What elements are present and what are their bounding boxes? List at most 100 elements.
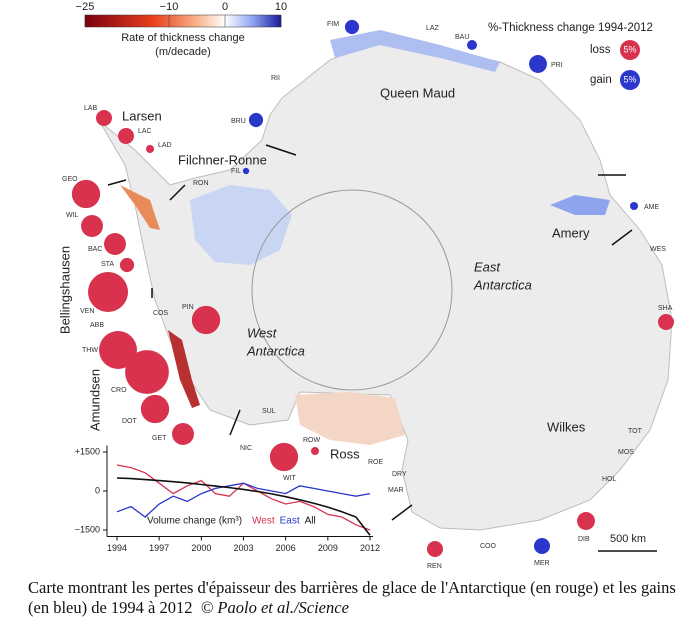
shelf-circle <box>269 442 299 472</box>
shelf-label: STA <box>101 261 114 268</box>
region-label: Amery <box>552 225 590 240</box>
shelf-circle <box>534 538 550 554</box>
shelf-circle <box>99 331 137 369</box>
shelf-circle <box>427 541 443 557</box>
shelf-label: CRO <box>111 387 127 394</box>
y-tick-label: −1500 <box>75 524 100 534</box>
shelf-label: BAU <box>455 34 469 41</box>
peninsula-coast <box>120 185 160 230</box>
legend-loss-label: loss <box>590 44 611 56</box>
shelf-circle <box>311 447 319 455</box>
shelf-circle <box>119 257 135 273</box>
shelf-circle <box>71 179 101 209</box>
shelf-circle <box>658 314 674 330</box>
region-label: Bellingshausen <box>57 246 72 334</box>
x-tick-label: 1994 <box>107 543 127 553</box>
colorbar <box>84 14 282 28</box>
pole-circle <box>251 189 453 391</box>
shelf-label: PIN <box>182 304 194 311</box>
shelf-circle <box>630 202 638 210</box>
shelf-circle <box>125 350 169 394</box>
legend-gain-value: 5% <box>623 74 636 84</box>
shelf-circle <box>88 272 128 312</box>
shelf-label: REN <box>427 563 442 570</box>
x-tick-label: 2000 <box>191 543 211 553</box>
shelf-label: TOT <box>628 428 643 435</box>
x-tick-label: 1997 <box>149 543 169 553</box>
x-tick-label: 2012 <box>360 543 380 553</box>
shelf-circle <box>577 512 595 530</box>
colorbar-tick-label: −10 <box>160 1 179 13</box>
amery-shelf <box>550 195 610 215</box>
shelf-label: ROE <box>368 459 384 466</box>
region-label: Amundsen <box>87 369 102 431</box>
shelf-circle <box>467 40 477 50</box>
shelf-label: LAC <box>138 128 152 135</box>
shelf-label: LAZ <box>426 25 440 32</box>
shelf-label: DRY <box>392 471 407 478</box>
y-tick-label: 0 <box>95 485 100 495</box>
colorbar-tick-label: 10 <box>275 1 287 13</box>
shelf-label: NIC <box>240 445 252 452</box>
x-tick-label: 2006 <box>276 543 296 553</box>
shelf-label: ROW <box>303 437 321 444</box>
region-label: Ross <box>330 446 360 461</box>
shelf-circle <box>529 55 547 73</box>
shelf-label: BRU <box>231 118 246 125</box>
shelf-label: DIB <box>578 536 590 543</box>
shelf-label: FIM <box>327 21 339 28</box>
series-line <box>116 482 371 518</box>
shelf-label: PRI <box>551 62 563 69</box>
shelf-circle <box>81 215 103 237</box>
shelf-label: WES <box>650 246 666 253</box>
shelf-circle <box>172 423 194 445</box>
shelf-circle <box>118 128 134 144</box>
shelf-circle <box>146 145 154 153</box>
shelf-label: SUL <box>262 408 276 415</box>
shelf-label: MOS <box>618 449 634 456</box>
region-label: East <box>474 259 501 274</box>
shelf-label: DOT <box>122 418 138 425</box>
colorbar-unit: (m/decade) <box>155 46 211 58</box>
divider-lines <box>107 144 633 521</box>
caption-credit: © Paolo et al./Science <box>200 598 349 617</box>
shelf-label: WIT <box>283 475 297 482</box>
colorbar-tick-label: −25 <box>76 1 95 13</box>
shelf-label: COO <box>480 543 497 550</box>
shelf-circle <box>344 19 360 35</box>
shelf-circle <box>248 112 264 128</box>
shelf-label: SHA <box>658 305 673 312</box>
region-label: Antarctica <box>473 277 532 292</box>
shelf-label: LAB <box>84 105 98 112</box>
legend-loss-value: 5% <box>623 44 636 54</box>
series-line <box>116 477 371 536</box>
map: Rate of thickness change (m/decade) %-Th… <box>57 1 674 570</box>
shelf-label: MER <box>534 560 550 567</box>
shelf-circle <box>242 167 250 175</box>
region-label: Queen Maud <box>380 85 455 100</box>
shelf-label: WIL <box>66 212 79 219</box>
filchner-ronne-shelf <box>190 185 292 265</box>
inset-x-label: Volume change (km³) <box>147 516 242 527</box>
shelf-label: HOL <box>602 476 617 483</box>
region-label: Larsen <box>122 108 162 123</box>
continent <box>99 39 673 531</box>
shelf-circle <box>96 110 112 126</box>
shelf-label: RON <box>193 180 209 187</box>
legend-entry: All <box>305 516 316 527</box>
legend-gain-circle <box>620 70 640 90</box>
shelf-label: VEN <box>80 308 94 315</box>
region-label: Wilkes <box>547 419 586 434</box>
shelf-label: GEO <box>62 176 78 183</box>
queen-maud-coast <box>330 30 500 72</box>
shelf-circle <box>191 305 221 335</box>
colorbar-tick-label: 0 <box>222 1 228 13</box>
caption: Carte montrant les pertes d'épaisseur de… <box>28 578 688 618</box>
shelf-label: MAR <box>388 487 404 494</box>
x-tick-label: 2009 <box>318 543 338 553</box>
shelf-label: FIL <box>231 168 241 175</box>
region-label: Antarctica <box>246 343 305 358</box>
legend-entry: East <box>280 516 300 527</box>
x-tick-label: 2003 <box>233 543 253 553</box>
